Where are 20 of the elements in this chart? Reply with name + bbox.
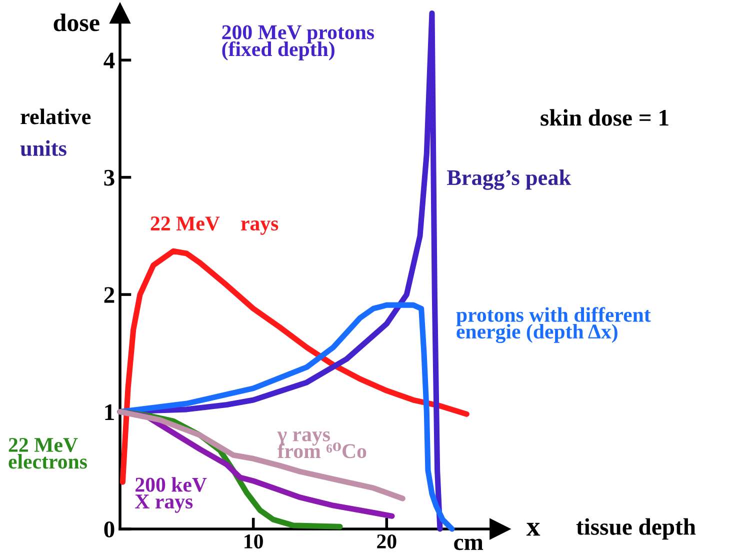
y-tick-label: 2 — [104, 287, 114, 303]
y-tick-label: 0 — [104, 521, 114, 538]
x-tick-label: 10 — [244, 534, 263, 548]
series-label: protons with different energie (depth Δx) — [456, 307, 651, 344]
x-axis-title: x — [526, 522, 540, 536]
annotation: Bragg’s peak — [447, 170, 572, 190]
y-tick-label: 3 — [104, 170, 114, 186]
text: 22 MeV electrons — [8, 438, 87, 469]
text: skin dose = 1 — [540, 109, 668, 126]
x-tick-label: 20 — [377, 534, 396, 548]
series-label: 22 MeV rays — [150, 216, 278, 235]
y-tick-label: 1 — [105, 404, 114, 420]
series-label: 200 keV X rays — [135, 477, 207, 513]
y-axis-title: dose — [54, 14, 100, 32]
y-tick-label: 4 — [104, 52, 115, 68]
text: cm — [454, 538, 484, 550]
text: tissue depth — [576, 518, 696, 540]
text: units — [20, 140, 66, 156]
text: relative — [20, 108, 91, 124]
text: 200 MeV protons (fixed depth) — [222, 25, 374, 60]
